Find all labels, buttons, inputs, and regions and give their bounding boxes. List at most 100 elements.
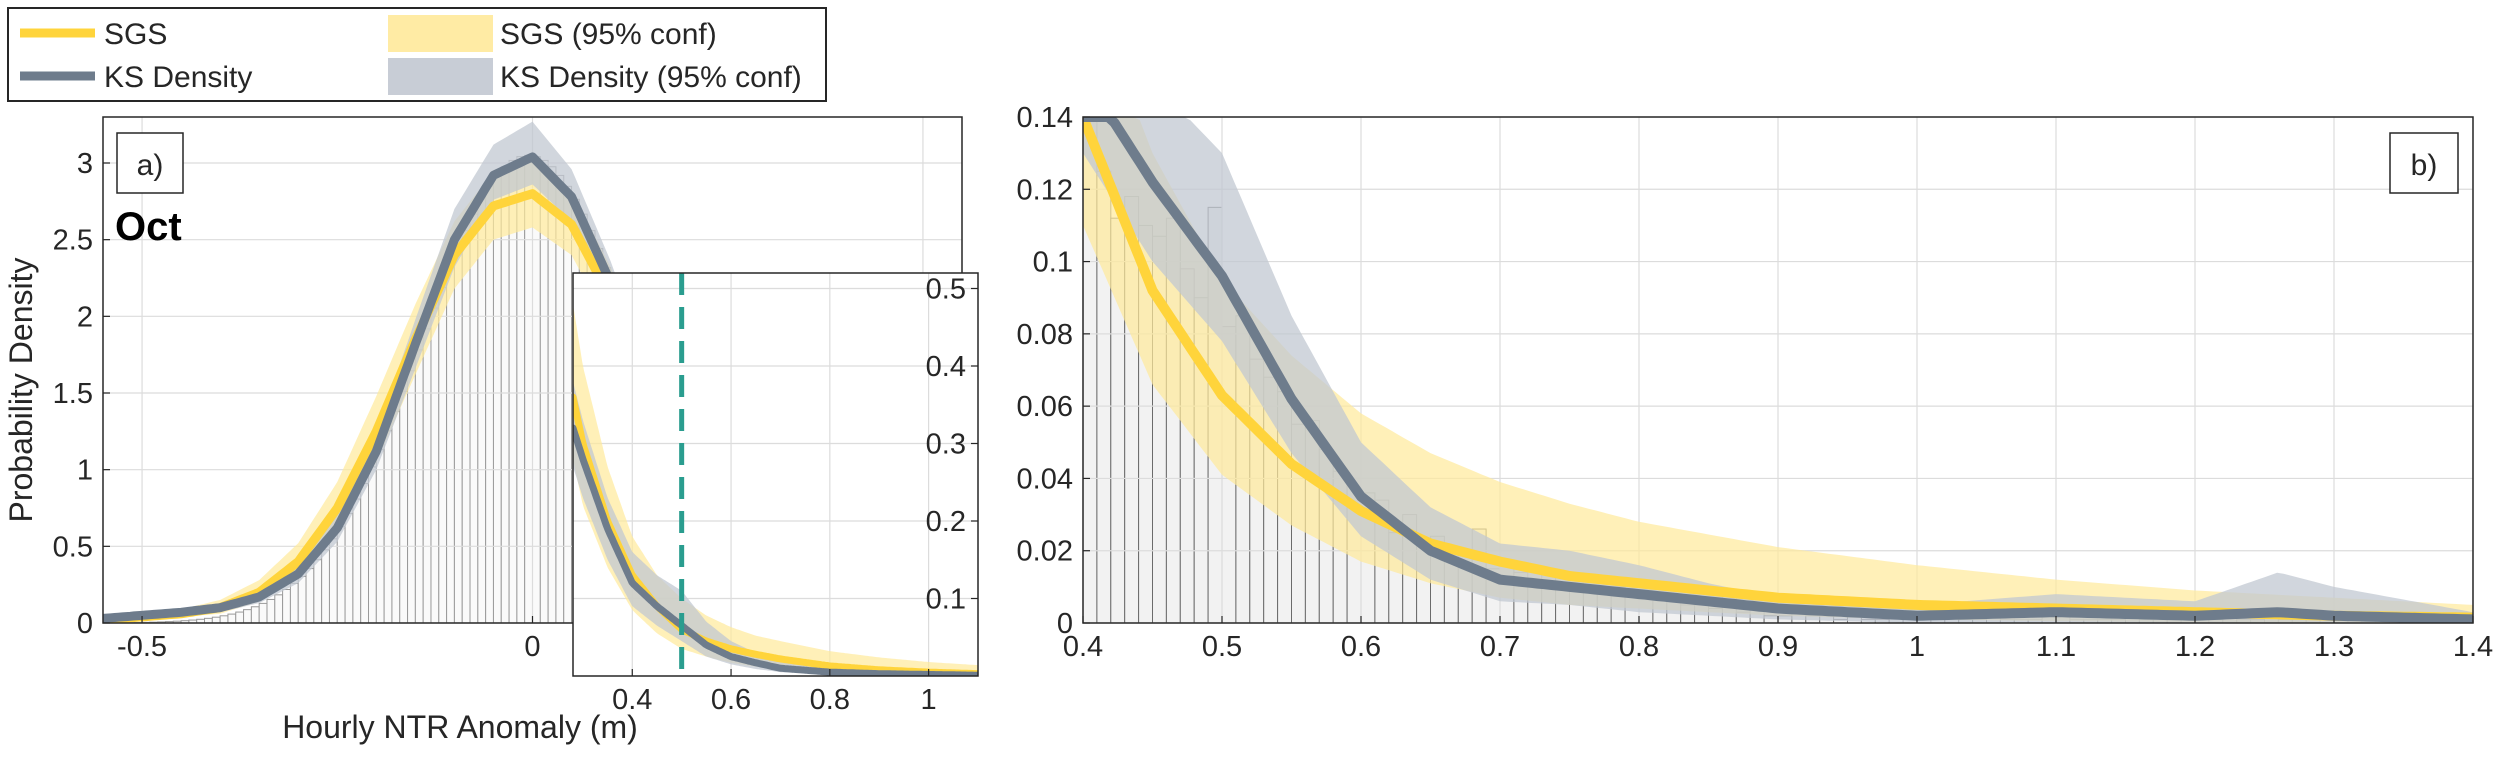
panel-a-inset-ks-line (573, 424, 978, 676)
panel-b-xtick-label: 1.3 (2314, 631, 2354, 663)
panel-a-inset-xtick-label: 0.8 (810, 684, 850, 716)
panel-a-ytick-label: 2.5 (53, 225, 93, 257)
panel-a-inset-axes-box (572, 272, 979, 677)
panel-b-xtick-label: 0.8 (1619, 631, 1659, 663)
panel-a-hist-bar (313, 559, 323, 623)
panel-a-inset-ticks: 0.4 0.6 0.8 1 0.1 0.2 0.3 0.4 0.5 (612, 274, 978, 716)
panel-a-hist-bar (375, 448, 385, 623)
panel-a-hist-bar (414, 349, 424, 623)
panel-a-hist-bar (274, 594, 284, 623)
panel-a-hist-bar (282, 589, 291, 623)
panel-a-inset-ytick-label: 0.4 (926, 351, 966, 383)
legend-ks-conf-label: KS Density (95% conf) (500, 61, 802, 94)
panel-b-ytick-label: 0 (1057, 608, 1073, 640)
panel-b-xtick-label: 0.4 (1063, 631, 1103, 663)
panel-a-hist-bar (336, 526, 346, 623)
panel-a-inset-ytick-label: 0.2 (926, 506, 966, 538)
panel-a-hist-bar (422, 328, 432, 623)
panel-a-xtick-label: 0 (524, 631, 540, 663)
panel-a-label: a) (137, 149, 164, 182)
legend-sgs-label: SGS (104, 18, 167, 51)
panel-a-hist-bar (266, 598, 276, 623)
panel-a-month-annotation: Oct (115, 205, 182, 249)
panel-a-inset-xtick-label: 0.6 (711, 684, 751, 716)
panel-a-inset-ytick-label: 0.3 (926, 429, 966, 461)
panel-a-hist-bar (368, 466, 377, 623)
panel-a-hist-bar (258, 602, 268, 623)
panel-a-hist-bar (211, 616, 221, 623)
legend: SGS SGS (95% conf) KS Density KS Density… (7, 7, 827, 102)
panel-a-hist-bar (352, 498, 362, 623)
panel-b-ks-line (1083, 117, 2473, 623)
panel-a-hist-bar (430, 307, 440, 623)
panel-b-ytick-label: 0.02 (1017, 536, 1073, 568)
panel-a-hist-bar (453, 248, 463, 623)
panel-b-xtick-label: 1.1 (2036, 631, 2076, 663)
panel-a-hist-bar (289, 582, 299, 623)
panel-a-inset: 0.4 0.6 0.8 1 0.1 0.2 0.3 0.4 0.5 (572, 272, 979, 716)
panel-a-hist-bar (407, 370, 416, 623)
panel-a-ytick-label: 3 (77, 148, 93, 180)
panel-a-hist-bar (485, 185, 494, 623)
panel-a-ytick-label: 0 (77, 608, 93, 640)
panel-a-ytick-label: 1.5 (53, 378, 93, 410)
panel-b-label-box (2389, 132, 2459, 194)
panel-b-xtick-label: 0.9 (1758, 631, 1798, 663)
panel-b-ytick-label: 0.08 (1017, 319, 1073, 351)
panel-b-ytick-label: 0.04 (1017, 463, 1073, 495)
panel-b-sgs-conf-band (1083, 117, 2473, 623)
panel-a-ytick-label: 2 (77, 301, 93, 333)
panel-a-inset-plot-area (573, 273, 978, 676)
panel-a-hist-bar (446, 267, 455, 623)
panel-b-ytick-label: 0.1 (1033, 247, 1073, 279)
panel-a-inset-xtick-label: 0.4 (612, 684, 652, 716)
panel-b-ytick-label: 0.06 (1017, 391, 1073, 423)
panel-a-hist-bar (328, 538, 338, 623)
panel-a-ylabel: Probability Density (3, 258, 39, 523)
panel-a-hist-bar (469, 213, 479, 623)
panel-b-ytick-label: 0.14 (1017, 102, 1073, 134)
panel-a-ytick-label: 0.5 (53, 531, 93, 563)
panel-a-hist-bar (227, 613, 237, 623)
panel-a-hist-bar (477, 198, 487, 623)
panel-a-hist-bar (383, 430, 393, 623)
panel-a-hist-bar (297, 575, 307, 623)
panel-a-inset-ks-conf-band (573, 381, 978, 676)
panel-a-label-box (116, 132, 184, 194)
panel-b-content (1083, 117, 2473, 623)
panel-b-xtick-label: 1.2 (2175, 631, 2215, 663)
panel-b-xtick-label: 0.5 (1202, 631, 1242, 663)
panel-b-ytick-label: 0.12 (1017, 174, 1073, 206)
panel-b-ticks: 0.4 0.5 0.6 0.7 0.8 0.9 1 1.1 1.2 1.3 1.4 0 0.02 0.04… (1017, 102, 2494, 663)
panel-b: 0.4 0.5 0.6 0.7 0.8 0.9 1 1.1 1.2 1.3 1.4 0 0.02 0.04… (1017, 102, 2494, 663)
panel-b-text: b) (2389, 132, 2459, 194)
panel-a-hist-bar (250, 606, 260, 623)
panel-a-inset-xtick-label: 1 (921, 684, 937, 716)
panel-a-ytick-label: 1 (77, 455, 93, 487)
panel-b-xtick-label: 1 (1909, 631, 1925, 663)
legend-ks-label: KS Density (104, 61, 252, 94)
panel-b-xtick-label: 1.4 (2453, 631, 2493, 663)
panel-a-hist-bar (391, 410, 401, 623)
panel-a-hist-bar (321, 549, 330, 623)
panel-a-xtick-label: -0.5 (117, 631, 167, 663)
panel-a-hist-bar (344, 512, 354, 623)
panel-a-text: a) Oct Hourly NTR Anomaly (m) Probabilit… (3, 132, 638, 745)
panel-b-ks-conf-band (1083, 117, 2473, 623)
panel-a-hist-bar (235, 611, 245, 623)
panel-a-hist-bar (360, 483, 370, 623)
legend-sgs-conf-swatch (388, 15, 493, 52)
panel-a-hist-bar (461, 230, 471, 623)
panel-a-inset-content (573, 273, 978, 676)
panel-a-hist-bar (219, 615, 229, 623)
panel-a-hist-bar (399, 390, 409, 623)
panel-a-hist-bar (243, 609, 252, 623)
panel-b-label: b) (2411, 149, 2438, 182)
panel-a-inset-ytick-label: 0.1 (926, 584, 966, 616)
panel-b-xtick-label: 0.7 (1480, 631, 1520, 663)
panel-a-hist-bar (492, 174, 502, 623)
panel-a-hist-bar (438, 286, 448, 623)
legend-ks-conf-swatch (388, 58, 493, 95)
panel-a-hist-bar (305, 568, 315, 623)
